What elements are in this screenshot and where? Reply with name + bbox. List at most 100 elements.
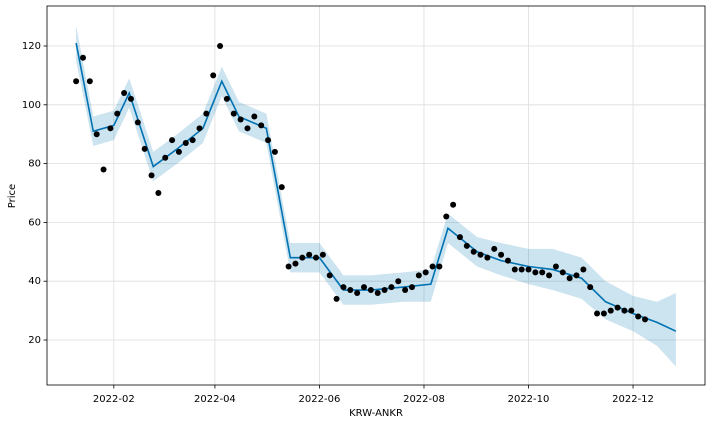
y-tick-label: 100 bbox=[22, 100, 41, 111]
observation bbox=[607, 307, 614, 314]
observation bbox=[402, 287, 409, 294]
observation bbox=[73, 78, 80, 85]
observation bbox=[93, 131, 100, 138]
observation bbox=[230, 110, 237, 117]
observation bbox=[546, 272, 553, 279]
observation bbox=[511, 266, 518, 273]
observation bbox=[79, 54, 86, 61]
observation bbox=[443, 213, 450, 220]
observation bbox=[450, 201, 457, 208]
observation bbox=[182, 140, 189, 147]
observation bbox=[121, 90, 128, 97]
observation bbox=[333, 295, 340, 302]
observation bbox=[532, 269, 539, 276]
y-tick-label: 40 bbox=[28, 276, 41, 287]
x-axis-label: KRW-ANKR bbox=[349, 408, 403, 419]
uncertainty-band bbox=[76, 25, 676, 367]
observation bbox=[340, 284, 347, 291]
observation bbox=[374, 289, 381, 296]
observation bbox=[594, 310, 601, 317]
observation bbox=[251, 113, 258, 120]
observation bbox=[100, 166, 107, 173]
observation bbox=[498, 251, 505, 258]
observation bbox=[114, 110, 121, 117]
observation bbox=[566, 275, 573, 282]
observation bbox=[217, 42, 224, 49]
observation bbox=[196, 125, 203, 132]
plot-frame bbox=[46, 5, 706, 386]
observation bbox=[148, 172, 155, 179]
y-tick-label: 120 bbox=[22, 41, 41, 52]
observation bbox=[319, 251, 326, 258]
observation bbox=[292, 260, 299, 267]
observation bbox=[347, 287, 354, 294]
observation bbox=[559, 269, 566, 276]
observation bbox=[189, 137, 196, 144]
observation bbox=[525, 266, 532, 273]
observation bbox=[237, 116, 244, 123]
observation bbox=[278, 184, 285, 191]
observation bbox=[600, 310, 607, 317]
observation bbox=[285, 263, 292, 270]
observation bbox=[175, 148, 182, 155]
observation bbox=[504, 257, 511, 264]
observation bbox=[155, 190, 162, 197]
observation bbox=[381, 287, 388, 294]
observation bbox=[635, 313, 642, 320]
observation bbox=[162, 154, 169, 161]
observation bbox=[258, 122, 265, 129]
x-tick-label: 2022-06 bbox=[299, 394, 341, 405]
observation bbox=[210, 72, 217, 79]
observation bbox=[408, 284, 415, 291]
observation bbox=[518, 266, 525, 273]
observation bbox=[271, 148, 278, 155]
observation bbox=[244, 125, 251, 132]
observation bbox=[573, 272, 580, 279]
y-tick-label: 60 bbox=[28, 217, 41, 228]
observation bbox=[367, 287, 374, 294]
observation bbox=[580, 266, 587, 273]
observation bbox=[422, 269, 429, 276]
observation bbox=[388, 284, 395, 291]
observation bbox=[313, 254, 320, 261]
y-tick-label: 20 bbox=[28, 335, 41, 346]
observation bbox=[642, 316, 649, 323]
observation bbox=[306, 251, 313, 258]
observation bbox=[539, 269, 546, 276]
observation bbox=[552, 263, 559, 270]
observation bbox=[134, 119, 141, 126]
observation bbox=[628, 307, 635, 314]
x-tick-label: 2022-10 bbox=[508, 394, 550, 405]
x-tick-label: 2022-12 bbox=[612, 394, 654, 405]
y-axis-label: Price bbox=[7, 184, 18, 208]
observation bbox=[361, 284, 368, 291]
observation bbox=[484, 254, 491, 261]
observation bbox=[436, 263, 443, 270]
observation bbox=[587, 284, 594, 291]
observation bbox=[415, 272, 422, 279]
observation bbox=[203, 110, 210, 117]
x-tick-label: 2022-02 bbox=[93, 394, 135, 405]
observation bbox=[326, 272, 333, 279]
observation bbox=[463, 242, 470, 249]
observation bbox=[223, 95, 230, 102]
observation bbox=[354, 289, 361, 296]
observation bbox=[429, 263, 436, 270]
x-tick-label: 2022-04 bbox=[194, 394, 236, 405]
observation bbox=[621, 307, 628, 314]
observation bbox=[614, 304, 621, 311]
observation bbox=[299, 254, 306, 261]
observation bbox=[141, 145, 148, 152]
y-tick-label: 80 bbox=[28, 159, 41, 170]
observation bbox=[107, 125, 114, 132]
observation bbox=[265, 137, 272, 144]
observation bbox=[491, 245, 498, 252]
x-tick-label: 2022-08 bbox=[403, 394, 445, 405]
observation bbox=[395, 278, 402, 285]
observation bbox=[477, 251, 484, 258]
observation bbox=[456, 234, 463, 241]
observation bbox=[169, 137, 176, 144]
observation bbox=[470, 248, 477, 255]
